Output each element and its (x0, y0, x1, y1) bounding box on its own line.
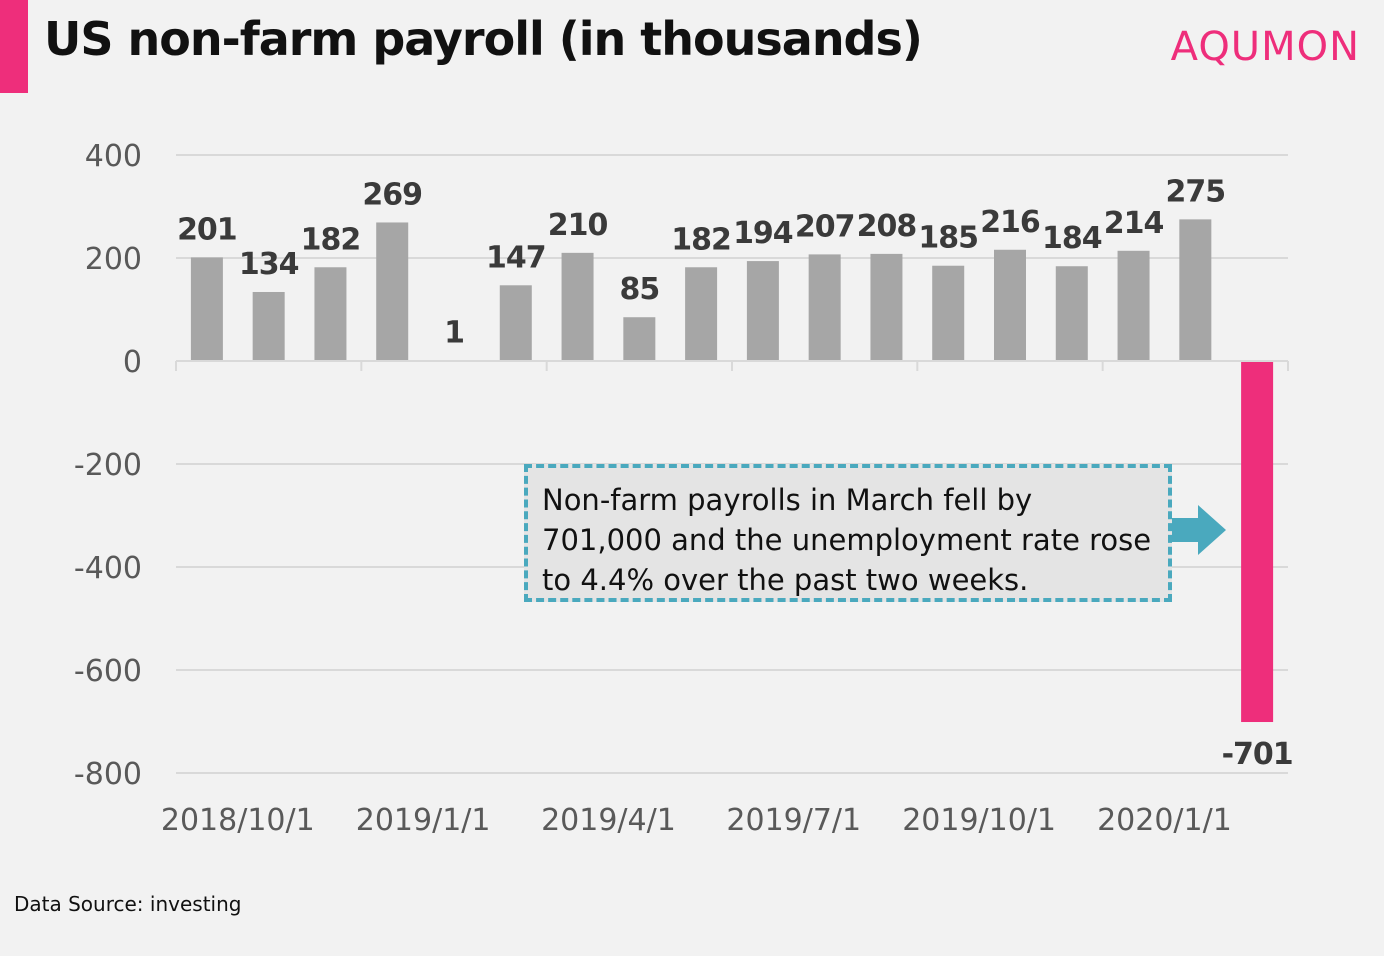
bar (870, 253, 903, 361)
data-label: 208 (857, 209, 917, 244)
bar (808, 254, 841, 361)
bar (685, 267, 718, 361)
title-accent-bar (0, 0, 28, 93)
bar (1241, 361, 1274, 723)
data-label: -701 (1222, 737, 1293, 772)
data-label: 275 (1166, 174, 1226, 209)
y-tick-label: -800 (74, 757, 142, 792)
data-source: Data Source: investing (14, 892, 242, 916)
bar (1117, 250, 1150, 361)
data-label: 214 (1104, 206, 1164, 241)
data-label: 185 (918, 221, 978, 256)
bar (190, 257, 223, 361)
bar (376, 222, 409, 361)
page-title: US non-farm payroll (in thousands) (44, 12, 923, 66)
y-tick-label: 0 (123, 345, 142, 380)
data-label: 269 (362, 177, 422, 212)
x-tick-label: 2020/1/1 (1097, 803, 1232, 838)
bar (252, 291, 285, 361)
data-label: 182 (671, 222, 731, 257)
bar (994, 249, 1026, 361)
bar (932, 265, 965, 361)
brand-logo: AQUMON (1170, 24, 1360, 70)
data-label: 194 (733, 216, 793, 251)
bar (746, 261, 779, 361)
x-tick-label: 2019/10/1 (902, 803, 1056, 838)
x-tick-label: 2018/10/1 (161, 803, 315, 838)
data-label: 85 (619, 272, 659, 307)
bar (561, 252, 594, 361)
y-tick-label: -600 (74, 654, 142, 689)
x-tick-label: 2019/1/1 (356, 803, 491, 838)
bar (499, 285, 532, 361)
data-label: 147 (486, 240, 546, 275)
bar (1179, 219, 1212, 361)
x-tick-label: 2019/7/1 (726, 803, 861, 838)
y-tick-label: -400 (74, 551, 142, 586)
bar (1055, 266, 1088, 361)
y-tick-label: -200 (74, 448, 142, 483)
data-label: 182 (301, 222, 361, 257)
annotation-box: Non-farm payrolls in March fell by 701,0… (524, 464, 1172, 602)
y-tick-label: 200 (85, 242, 142, 277)
data-label: 207 (795, 209, 855, 244)
data-label: 1 (444, 315, 464, 350)
data-label: 201 (177, 212, 237, 247)
data-label: 216 (980, 205, 1040, 240)
annotation-arrow-icon (1172, 505, 1226, 555)
data-label: 184 (1042, 221, 1102, 256)
x-tick-label: 2019/4/1 (541, 803, 676, 838)
bar (623, 317, 656, 361)
data-label: 134 (239, 247, 299, 282)
bar (314, 267, 347, 361)
data-label: 210 (548, 208, 608, 243)
y-tick-label: 400 (85, 139, 142, 174)
